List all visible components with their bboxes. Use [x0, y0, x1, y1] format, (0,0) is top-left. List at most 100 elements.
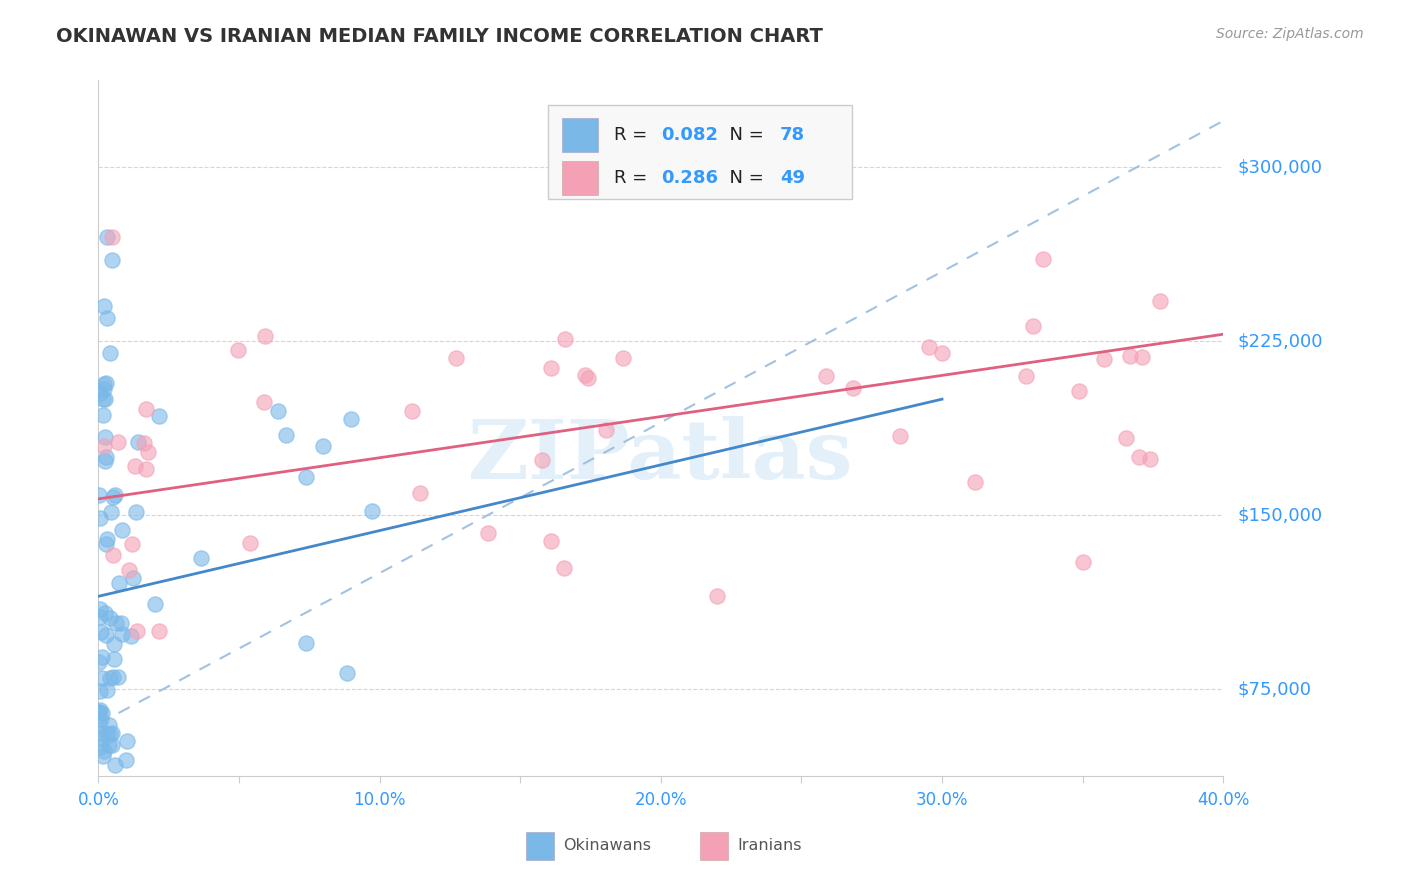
Point	[91, 732, 114, 747]
Bar	[700, 831, 728, 860]
Point	[814, 369, 837, 384]
Point	[89, 655, 111, 669]
Point	[89, 684, 111, 698]
Point	[89, 510, 111, 524]
Point	[101, 738, 124, 752]
Point	[98, 346, 121, 360]
Text: R =: R =	[613, 169, 652, 187]
Point	[110, 627, 132, 641]
Point	[118, 563, 141, 577]
Point	[540, 533, 562, 548]
Point	[1128, 450, 1150, 464]
Point	[89, 703, 111, 717]
Point	[889, 429, 911, 443]
Point	[89, 385, 111, 400]
Text: $300,000: $300,000	[1237, 158, 1322, 177]
Point	[93, 382, 115, 396]
Point	[89, 705, 111, 719]
Point	[361, 504, 384, 518]
Point	[190, 550, 212, 565]
Point	[107, 670, 129, 684]
Point	[90, 650, 112, 665]
Point	[103, 490, 125, 504]
Point	[531, 453, 554, 467]
Bar	[562, 161, 598, 194]
Point	[91, 671, 114, 685]
Point	[553, 560, 575, 574]
Point	[101, 670, 124, 684]
Point	[408, 485, 430, 500]
Point	[127, 435, 149, 450]
Point	[98, 671, 121, 685]
Point	[295, 469, 318, 483]
Point	[98, 738, 121, 752]
Point	[111, 523, 134, 537]
Point	[239, 536, 262, 550]
Point	[100, 505, 122, 519]
Point	[91, 409, 114, 423]
Point	[276, 427, 298, 442]
Point	[1115, 431, 1137, 445]
Point	[100, 727, 122, 741]
Point	[89, 726, 111, 740]
Text: $225,000: $225,000	[1237, 332, 1323, 351]
Text: $75,000: $75,000	[1237, 680, 1312, 698]
Point	[89, 705, 111, 719]
Point	[336, 665, 359, 680]
Point	[89, 739, 111, 754]
Point	[1032, 252, 1054, 266]
Point	[1067, 384, 1090, 398]
Point	[340, 411, 363, 425]
Text: OKINAWAN VS IRANIAN MEDIAN FAMILY INCOME CORRELATION CHART: OKINAWAN VS IRANIAN MEDIAN FAMILY INCOME…	[56, 27, 823, 45]
Text: N =: N =	[718, 169, 769, 187]
Point	[122, 571, 145, 585]
Point	[295, 636, 318, 650]
Point	[117, 734, 139, 748]
Text: Okinawans: Okinawans	[562, 838, 651, 853]
Point	[136, 445, 159, 459]
Point	[91, 392, 114, 406]
Point	[93, 377, 115, 392]
Point	[918, 340, 941, 354]
Point	[104, 758, 127, 772]
Text: $150,000: $150,000	[1237, 506, 1322, 524]
Point	[148, 409, 170, 423]
Text: Iranians: Iranians	[737, 838, 801, 853]
Text: 49: 49	[780, 169, 806, 187]
Point	[842, 381, 865, 395]
Point	[101, 725, 124, 739]
Point	[89, 717, 111, 731]
Point	[104, 488, 127, 502]
Point	[267, 403, 290, 417]
Point	[1071, 554, 1094, 569]
Point	[135, 461, 157, 475]
Point	[96, 682, 118, 697]
Point	[93, 439, 115, 453]
Text: Source: ZipAtlas.com: Source: ZipAtlas.com	[1216, 27, 1364, 41]
Text: R =: R =	[613, 126, 652, 144]
Point	[1022, 319, 1045, 334]
Point	[115, 753, 138, 767]
Point	[101, 230, 124, 244]
Point	[574, 368, 596, 382]
Point	[477, 525, 499, 540]
Point	[89, 624, 111, 639]
Point	[401, 404, 423, 418]
Point	[124, 458, 146, 473]
Point	[98, 718, 121, 732]
Point	[94, 454, 117, 468]
Text: 0.082: 0.082	[661, 126, 718, 144]
Point	[94, 450, 117, 464]
Text: N =: N =	[718, 126, 769, 144]
Point	[595, 423, 617, 437]
Point	[1132, 350, 1154, 364]
Point	[540, 360, 562, 375]
Point	[94, 376, 117, 390]
Point	[706, 589, 728, 603]
Text: ZIPatlas: ZIPatlas	[468, 416, 853, 496]
Point	[963, 475, 986, 489]
FancyBboxPatch shape	[548, 104, 852, 199]
Point	[96, 230, 118, 244]
Point	[1092, 352, 1115, 367]
Point	[121, 537, 143, 551]
